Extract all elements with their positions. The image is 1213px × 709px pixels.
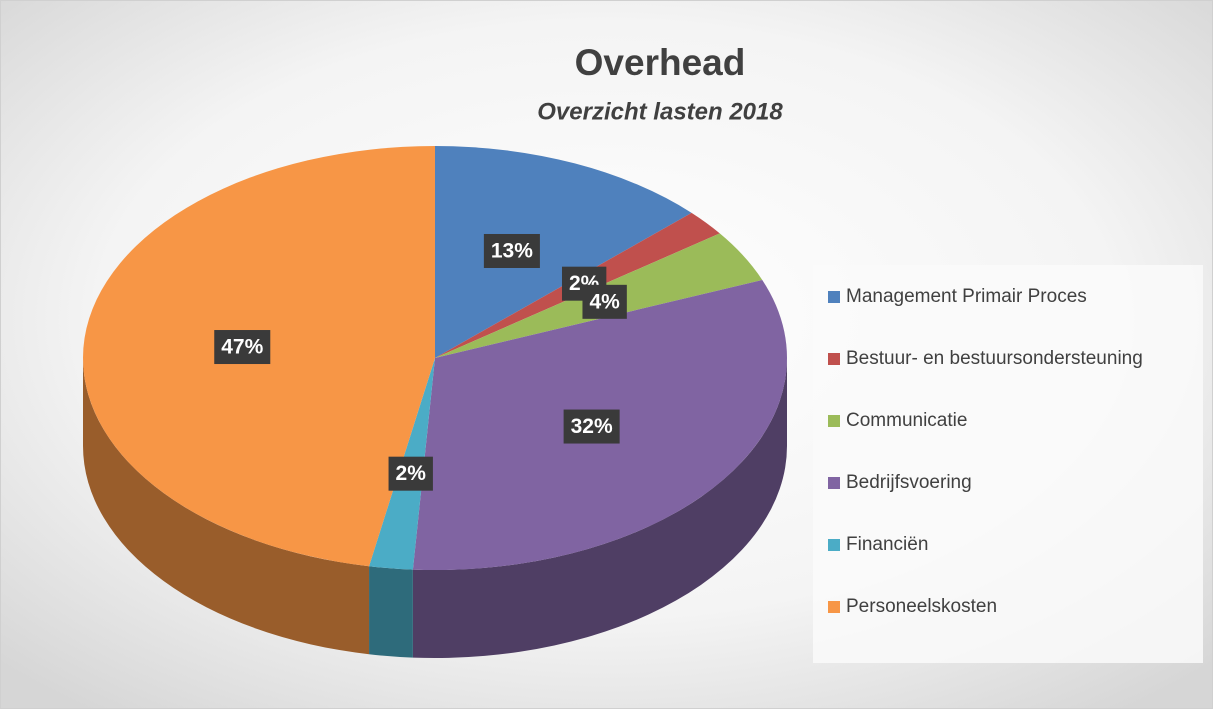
data-label: 4% [582,284,627,319]
data-label-text: 47% [221,336,263,359]
data-label-box [563,409,620,444]
legend-swatch [828,477,840,489]
data-label: 32% [563,409,620,444]
legend-label: Bestuur- en bestuursondersteuning [846,348,1143,369]
data-label-box [214,330,271,365]
legend-label: Financiën [846,534,928,555]
legend-label: Management Primair Proces [846,286,1087,307]
legend-swatch [828,601,840,613]
legend-swatch [828,291,840,303]
data-label-text: 2% [396,462,427,485]
pie-side [412,358,787,658]
data-label: 2% [388,456,433,491]
legend-label: Bedrijfsvoering [846,472,972,493]
data-label-text: 32% [571,415,613,438]
pie-side [83,358,370,655]
data-label: 13% [483,233,540,268]
legend-swatch [828,539,840,551]
legend-box [813,265,1203,663]
data-label-box [483,233,540,268]
data-label-text: 4% [589,290,620,313]
legend-label: Personeelskosten [846,596,997,617]
pie-slice [435,146,692,358]
legend-swatch [828,353,840,365]
legend-label: Communicatie [846,410,967,431]
legend-swatch [828,415,840,427]
data-label-box [388,456,433,491]
data-label-box [582,284,627,319]
data-label: 47% [214,330,271,365]
data-label-text: 13% [491,240,533,263]
chart-subtitle: Overzicht lasten 2018 [537,98,783,125]
pie-side [369,566,413,658]
chart-title: Overhead [575,42,746,83]
